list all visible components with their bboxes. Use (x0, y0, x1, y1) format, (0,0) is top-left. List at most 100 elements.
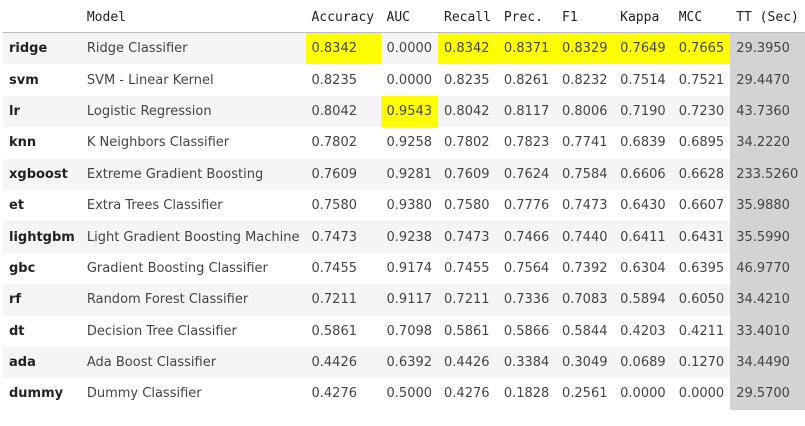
recall-cell: 0.7455 (438, 252, 498, 285)
mcc-cell: 0.6895 (672, 127, 731, 159)
mcc-cell: 0.4211 (672, 315, 731, 347)
table-row: rf Random Forest Classifier 0.7211 0.9117 0.… (3, 284, 805, 316)
column-header-training-time: TT (Sec) (730, 2, 805, 33)
accuracy-cell: 0.8235 (305, 64, 381, 96)
accuracy-cell: 0.8042 (305, 95, 381, 128)
table-row: et Extra Trees Classifier 0.7580 0.9380 0.75… (3, 189, 805, 222)
training-time-cell: 29.4470 (730, 64, 805, 96)
kappa-cell: 0.7649 (614, 32, 673, 65)
training-time-cell: 46.9770 (730, 252, 805, 285)
model-cell: Random Forest Classifier (80, 284, 306, 316)
f1-cell: 0.3049 (556, 346, 615, 379)
model-cell: Gradient Boosting Classifier (80, 252, 306, 285)
auc-cell: 0.9281 (380, 158, 439, 190)
f1-cell: 0.7473 (556, 189, 615, 222)
auc-cell: 0.0000 (380, 32, 439, 65)
table-row: dummy Dummy Classifier 0.4276 0.5000 0.4276 0… (3, 378, 805, 410)
training-time-cell: 34.2220 (730, 127, 805, 159)
precision-cell: 0.8261 (497, 64, 556, 96)
f1-cell: 0.7392 (556, 252, 615, 285)
column-header-kappa: Kappa (614, 2, 673, 33)
f1-cell: 0.8329 (556, 32, 615, 65)
column-header-recall: Recall (438, 2, 498, 33)
row-index-label: gbc (3, 252, 81, 285)
auc-cell: 0.0000 (380, 64, 439, 96)
recall-cell: 0.7473 (438, 221, 498, 253)
mcc-cell: 0.6431 (672, 221, 731, 253)
kappa-cell: 0.0689 (614, 346, 673, 379)
row-index-label: svm (3, 64, 81, 96)
f1-cell: 0.7584 (556, 158, 615, 190)
header-row: Model Accuracy AUC Recall Prec. F1 Kappa… (3, 2, 805, 33)
model-cell: Light Gradient Boosting Machine (80, 221, 306, 253)
table-row: ridge Ridge Classifier 0.8342 0.0000 0.8342 0… (3, 32, 805, 65)
recall-cell: 0.7802 (438, 127, 498, 159)
precision-cell: 0.7564 (497, 252, 556, 285)
table-row: ada Ada Boost Classifier 0.4426 0.6392 0.442… (3, 346, 805, 379)
training-time-cell: 34.4210 (730, 284, 805, 316)
row-index-label: xgboost (3, 158, 81, 190)
auc-cell: 0.5000 (380, 378, 439, 410)
auc-cell: 0.6392 (380, 346, 439, 379)
recall-cell: 0.7609 (438, 158, 498, 190)
precision-cell: 0.5866 (497, 315, 556, 347)
f1-cell: 0.7083 (556, 284, 615, 316)
precision-cell: 0.8117 (497, 95, 556, 128)
mcc-cell: 0.6607 (672, 189, 731, 222)
precision-cell: 0.3384 (497, 346, 556, 379)
mcc-cell: 0.0000 (672, 378, 731, 410)
mcc-cell: 0.7665 (672, 32, 731, 65)
table-row: lightgbm Light Gradient Boosting Machine 0… (3, 221, 805, 253)
recall-cell: 0.8342 (438, 32, 498, 65)
column-header-accuracy: Accuracy (305, 2, 381, 33)
precision-cell: 0.1828 (497, 378, 556, 410)
accuracy-cell: 0.4426 (305, 346, 381, 379)
auc-cell: 0.9117 (380, 284, 439, 316)
auc-cell: 0.9174 (380, 252, 439, 285)
model-cell: Ridge Classifier (80, 32, 306, 65)
mcc-cell: 0.1270 (672, 346, 731, 379)
row-index-label: ridge (3, 32, 81, 65)
kappa-cell: 0.7514 (614, 64, 673, 96)
model-cell: K Neighbors Classifier (80, 127, 306, 159)
accuracy-cell: 0.7580 (305, 189, 381, 222)
table-row: svm SVM - Linear Kernel 0.8235 0.0000 0.8235… (3, 64, 805, 96)
recall-cell: 0.5861 (438, 315, 498, 347)
accuracy-cell: 0.8342 (305, 32, 381, 65)
training-time-cell: 35.5990 (730, 221, 805, 253)
auc-cell: 0.9238 (380, 221, 439, 253)
recall-cell: 0.4426 (438, 346, 498, 379)
recall-cell: 0.8042 (438, 95, 498, 128)
accuracy-cell: 0.7609 (305, 158, 381, 190)
accuracy-cell: 0.7802 (305, 127, 381, 159)
table-row: knn K Neighbors Classifier 0.7802 0.9258 0.7… (3, 127, 805, 159)
table-row: dt Decision Tree Classifier 0.5861 0.7098 0.… (3, 315, 805, 347)
row-index-label: et (3, 189, 81, 222)
kappa-cell: 0.6304 (614, 252, 673, 285)
model-comparison-table: Model Accuracy AUC Recall Prec. F1 Kappa… (3, 2, 805, 410)
kappa-cell: 0.6606 (614, 158, 673, 190)
table-row: lr Logistic Regression 0.8042 0.9543 0.8042 0… (3, 95, 805, 128)
model-cell: Logistic Regression (80, 95, 306, 128)
row-index-label: ada (3, 346, 81, 379)
kappa-cell: 0.6430 (614, 189, 673, 222)
column-header-auc: AUC (380, 2, 439, 33)
model-cell: Extreme Gradient Boosting (80, 158, 306, 190)
training-time-cell: 34.4490 (730, 346, 805, 379)
kappa-cell: 0.6839 (614, 127, 673, 159)
recall-cell: 0.8235 (438, 64, 498, 96)
column-header-f1: F1 (556, 2, 615, 33)
training-time-cell: 233.5260 (730, 158, 805, 190)
model-cell: SVM - Linear Kernel (80, 64, 306, 96)
mcc-cell: 0.6395 (672, 252, 731, 285)
accuracy-cell: 0.5861 (305, 315, 381, 347)
table-body: ridge Ridge Classifier 0.8342 0.0000 0.8342 0… (3, 32, 805, 410)
precision-cell: 0.7776 (497, 189, 556, 222)
column-header-mcc: MCC (672, 2, 731, 33)
recall-cell: 0.7211 (438, 284, 498, 316)
recall-cell: 0.4276 (438, 378, 498, 410)
f1-cell: 0.8232 (556, 64, 615, 96)
auc-cell: 0.7098 (380, 315, 439, 347)
accuracy-cell: 0.4276 (305, 378, 381, 410)
precision-cell: 0.7466 (497, 221, 556, 253)
